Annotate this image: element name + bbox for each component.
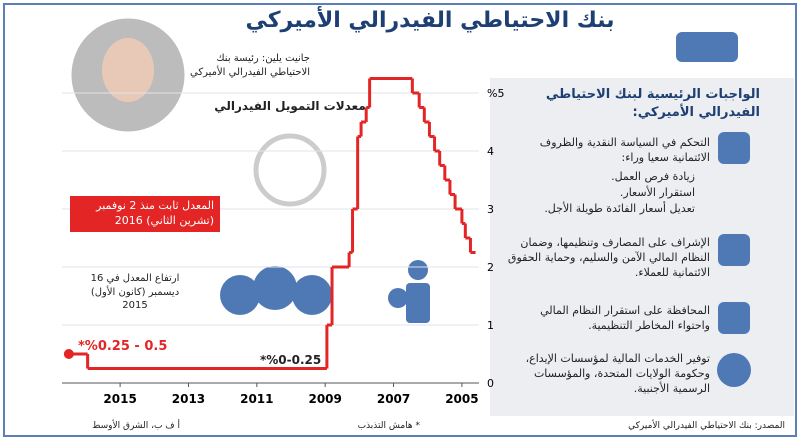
item-icon xyxy=(718,302,750,334)
footer-source: المصدر: بنك الاحتياطي الفيدرالي الأميركي xyxy=(628,421,785,431)
footer-note: * هامش التذبذب xyxy=(357,421,420,431)
chart-title: معدلات التمويل الفيدرالي xyxy=(214,99,366,113)
x-tick-label: 2011 xyxy=(240,392,273,406)
panel-item: التحكم في السياسة النقدية والظروف الائتم… xyxy=(539,136,710,164)
x-tick-label: 2015 xyxy=(103,392,136,406)
money-bags xyxy=(220,266,332,315)
annotation: *%0.25 - 0.5 xyxy=(78,339,168,354)
x-tick-label: 2005 xyxy=(445,392,478,406)
panel-item: المحافظة على استقرار النظام المالي واحتو… xyxy=(540,304,710,332)
photo-face xyxy=(102,38,154,102)
item-icon xyxy=(718,234,750,266)
person-caption: جانيت يلين: رئيسة بنك الاحتياطي الفيدرال… xyxy=(189,53,310,78)
header-icon xyxy=(676,32,738,62)
annotation: ارتفاع المعدل في 16 ديسمبر (كانون الأول)… xyxy=(90,273,180,311)
item-icon xyxy=(718,132,750,164)
panel-bullet: تعديل أسعار الفائدة طويلة الأجل. xyxy=(544,202,695,215)
x-tick-label: 2007 xyxy=(377,392,410,406)
x-tick-label: 2009 xyxy=(308,392,341,406)
y-tick-label: 1 xyxy=(487,319,494,332)
y-tick-label: 3 xyxy=(487,203,494,216)
y-tick-label: 0 xyxy=(487,377,494,390)
header-title: بنك الاحتياطي الفيدرالي الأميركي xyxy=(245,8,615,33)
man-icon xyxy=(388,260,430,323)
footer-credit: أ ف ب، الشرق الأوسط xyxy=(92,421,180,431)
panel-item: توفير الخدمات المالية لمؤسسات الإيداع، و… xyxy=(525,352,710,395)
item-icon xyxy=(717,353,751,387)
y-tick-label: %5 xyxy=(487,87,504,100)
end-point xyxy=(63,349,74,359)
annotation: *%0-0.25 xyxy=(260,353,322,367)
fed-seal xyxy=(253,133,327,207)
panel-bullet: زيادة فرص العمل. xyxy=(611,170,695,183)
panel-item: الإشراف على المصارف وتنظيمها، وضمان النظ… xyxy=(507,236,710,279)
panel-title: الواجبات الرئيسية لبنك الاحتياطي الفيدرا… xyxy=(545,87,760,120)
x-tick-label: 2013 xyxy=(172,392,205,406)
annotation: المعدل ثابت منذ 2 نوفمبر (تشرين الثاني) … xyxy=(70,196,220,232)
y-tick-label: 4 xyxy=(487,145,494,158)
y-tick-label: 2 xyxy=(487,261,494,274)
panel-bullet: استقرار الأسعار. xyxy=(619,186,695,199)
